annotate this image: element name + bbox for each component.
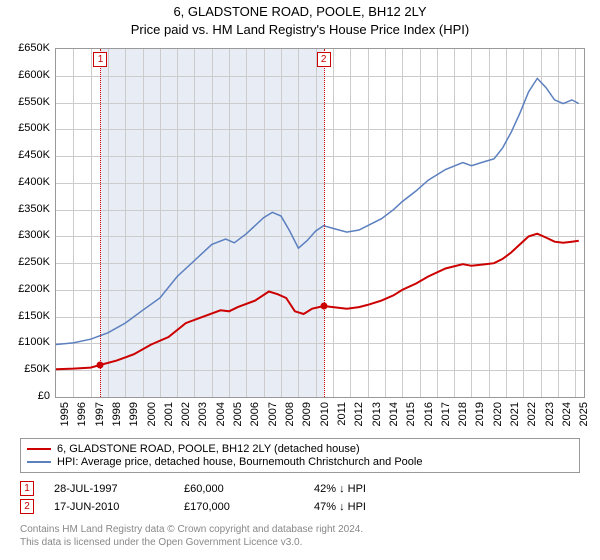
y-axis-label: £300K <box>0 229 50 241</box>
y-axis-label: £100K <box>0 336 50 348</box>
x-axis-label: 2005 <box>232 402 244 432</box>
sale-marker: 2 <box>20 499 34 514</box>
x-axis-label: 2022 <box>526 402 538 432</box>
sale-vertical-line <box>324 49 325 397</box>
y-axis-label: £0 <box>0 390 50 402</box>
x-axis-label: 1999 <box>128 402 140 432</box>
y-axis-label: £600K <box>0 69 50 81</box>
series-hpi <box>56 78 579 344</box>
y-axis-label: £350K <box>0 203 50 215</box>
y-axis-label: £500K <box>0 122 50 134</box>
x-axis-label: 2012 <box>353 402 365 432</box>
x-axis-label: 2025 <box>578 402 590 432</box>
x-axis-label: 2011 <box>336 402 348 432</box>
y-axis-label: £450K <box>0 149 50 161</box>
legend-label: 6, GLADSTONE ROAD, POOLE, BH12 2LY (deta… <box>57 443 360 455</box>
x-axis-label: 2002 <box>180 402 192 432</box>
legend-swatch <box>27 448 51 450</box>
x-axis-label: 1997 <box>94 402 106 432</box>
x-axis-label: 2019 <box>474 402 486 432</box>
sale-date: 28-JUL-1997 <box>54 483 184 495</box>
y-axis-label: £650K <box>0 42 50 54</box>
x-axis-label: 1996 <box>76 402 88 432</box>
sale-date: 17-JUN-2010 <box>54 501 184 513</box>
x-axis-label: 2007 <box>267 402 279 432</box>
legend-row: HPI: Average price, detached house, Bour… <box>27 456 573 468</box>
x-axis-label: 2018 <box>457 402 469 432</box>
y-axis-label: £150K <box>0 310 50 322</box>
sale-row: 2 17-JUN-2010 £170,000 47% ↓ HPI <box>20 499 580 514</box>
x-axis-label: 2009 <box>301 402 313 432</box>
legend-box: 6, GLADSTONE ROAD, POOLE, BH12 2LY (deta… <box>20 438 580 473</box>
legend-label: HPI: Average price, detached house, Bour… <box>57 456 422 468</box>
y-axis-label: £200K <box>0 283 50 295</box>
x-axis-label: 2020 <box>492 402 504 432</box>
sale-marker-box: 1 <box>93 52 107 67</box>
x-axis-label: 2014 <box>388 402 400 432</box>
y-axis-label: £550K <box>0 96 50 108</box>
sale-row: 1 28-JUL-1997 £60,000 42% ↓ HPI <box>20 481 580 496</box>
attribution-line: Contains HM Land Registry data © Crown c… <box>20 524 580 537</box>
x-axis-label: 2017 <box>440 402 452 432</box>
x-axis-label: 2015 <box>405 402 417 432</box>
x-axis-label: 2016 <box>423 402 435 432</box>
sale-dot <box>97 361 104 368</box>
chart-lines <box>56 49 584 397</box>
sale-pct: 42% ↓ HPI <box>314 483 444 495</box>
x-axis-label: 2004 <box>215 402 227 432</box>
attribution-line: This data is licensed under the Open Gov… <box>20 537 580 550</box>
series-price_paid <box>56 234 579 370</box>
sales-table: 1 28-JUL-1997 £60,000 42% ↓ HPI 2 17-JUN… <box>20 478 580 517</box>
chart-container: 6, GLADSTONE ROAD, POOLE, BH12 2LY Price… <box>0 0 600 560</box>
sale-pct: 47% ↓ HPI <box>314 501 444 513</box>
legend-swatch <box>27 461 51 463</box>
x-axis-label: 1998 <box>111 402 123 432</box>
x-axis-label: 2001 <box>163 402 175 432</box>
x-axis-label: 2006 <box>249 402 261 432</box>
x-axis-label: 2003 <box>197 402 209 432</box>
sale-price: £60,000 <box>184 483 314 495</box>
y-axis-label: £50K <box>0 363 50 375</box>
x-axis-label: 2000 <box>146 402 158 432</box>
plot-area: 12 <box>55 48 585 398</box>
sale-dot <box>320 302 327 309</box>
x-axis-label: 2021 <box>509 402 521 432</box>
y-axis-label: £250K <box>0 256 50 268</box>
title-address: 6, GLADSTONE ROAD, POOLE, BH12 2LY <box>0 4 600 19</box>
x-axis-label: 2008 <box>284 402 296 432</box>
x-axis-label: 2023 <box>544 402 556 432</box>
legend-row: 6, GLADSTONE ROAD, POOLE, BH12 2LY (deta… <box>27 443 573 455</box>
sale-marker: 1 <box>20 481 34 496</box>
x-axis-label: 1995 <box>59 402 71 432</box>
sale-price: £170,000 <box>184 501 314 513</box>
y-axis-label: £400K <box>0 176 50 188</box>
x-axis-label: 2013 <box>371 402 383 432</box>
x-axis-label: 2010 <box>319 402 331 432</box>
x-axis-label: 2024 <box>561 402 573 432</box>
title-subtitle: Price paid vs. HM Land Registry's House … <box>0 22 600 37</box>
attribution: Contains HM Land Registry data © Crown c… <box>20 524 580 549</box>
sale-vertical-line <box>100 49 101 397</box>
sale-marker-box: 2 <box>317 52 331 67</box>
